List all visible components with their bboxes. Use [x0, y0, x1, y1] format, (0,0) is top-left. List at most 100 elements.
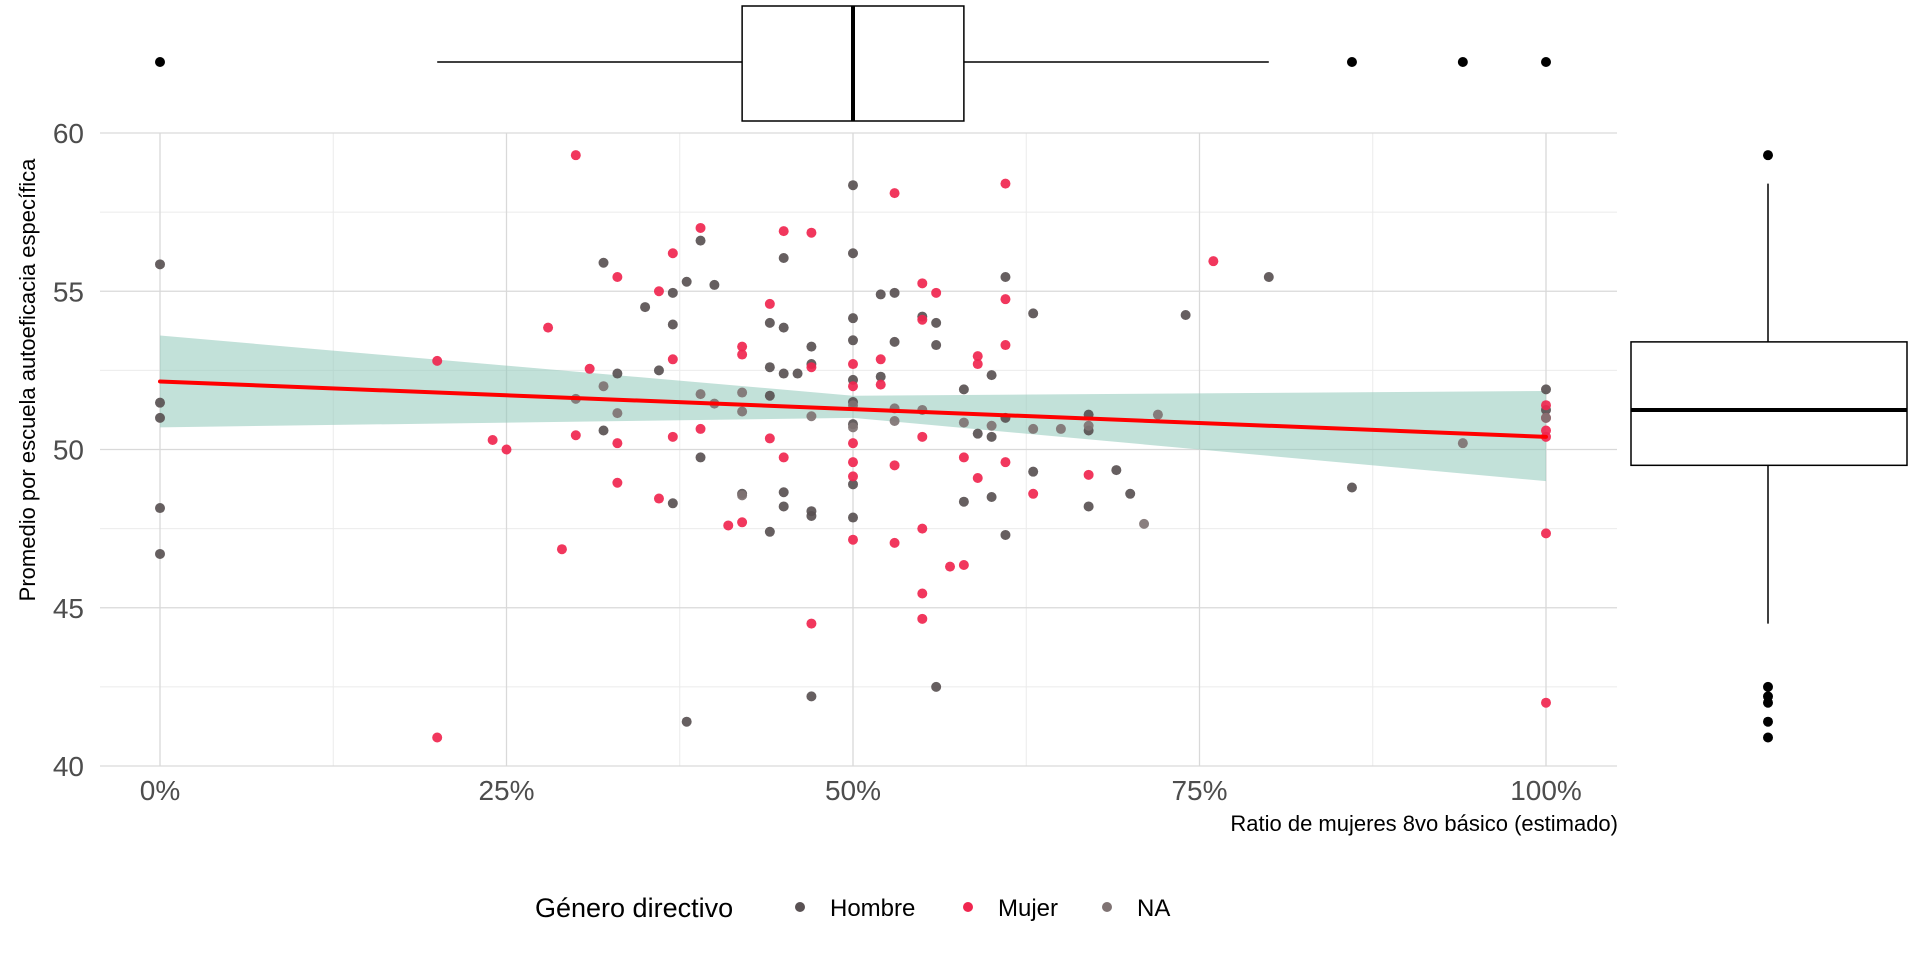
- data-point-hombre: [958, 384, 969, 395]
- data-point-hombre: [612, 368, 623, 379]
- data-point-hombre: [848, 335, 858, 346]
- data-point-mujer: [1000, 178, 1011, 189]
- data-point-hombre: [931, 681, 942, 692]
- data-point-na: [889, 416, 900, 427]
- data-point-na: [1541, 412, 1551, 423]
- x-tick-label: 0%: [140, 775, 180, 806]
- data-point-hombre: [1111, 465, 1122, 476]
- data-point-hombre: [889, 287, 900, 298]
- data-point-hombre: [1346, 482, 1357, 493]
- data-point-hombre: [764, 526, 775, 537]
- data-point-mujer: [806, 227, 817, 238]
- legend: Género directivo Hombre Mujer NA: [535, 893, 1170, 923]
- data-point-hombre: [681, 716, 692, 727]
- data-point-mujer: [737, 341, 748, 352]
- data-point-hombre: [764, 317, 775, 328]
- x-axis-title: Ratio de mujeres 8vo básico (estimado): [1230, 811, 1618, 836]
- data-point-mujer: [667, 431, 678, 442]
- data-point-mujer: [889, 537, 900, 548]
- data-point-mujer: [723, 520, 734, 531]
- data-point-hombre: [1000, 529, 1011, 540]
- data-point-mujer: [848, 438, 858, 449]
- data-point-hombre: [958, 496, 969, 507]
- data-point-mujer: [1000, 457, 1011, 468]
- data-point-hombre: [986, 431, 997, 442]
- data-point-na: [848, 422, 858, 433]
- data-point-mujer: [1000, 294, 1011, 305]
- data-point-hombre: [848, 248, 858, 259]
- data-point-mujer: [737, 349, 748, 360]
- data-point-mujer: [1208, 256, 1219, 267]
- data-points: [155, 150, 1551, 743]
- data-point-mujer: [695, 222, 706, 233]
- legend-key-hombre: [795, 902, 805, 912]
- data-point-na: [806, 411, 817, 422]
- x-boxplot-outlier: [155, 57, 165, 67]
- data-point-hombre: [792, 368, 803, 379]
- data-point-mujer: [432, 732, 443, 743]
- data-point-mujer: [764, 298, 775, 309]
- data-point-mujer: [1541, 697, 1551, 708]
- data-point-hombre: [667, 319, 678, 330]
- data-point-mujer: [1083, 469, 1094, 480]
- data-point-na: [1152, 409, 1163, 420]
- data-point-na: [1083, 420, 1094, 431]
- data-point-mujer: [875, 354, 886, 365]
- data-point-hombre: [1028, 466, 1039, 477]
- data-point-hombre: [155, 397, 165, 408]
- data-point-mujer: [695, 423, 706, 434]
- y-tick-label: 55: [53, 276, 84, 307]
- data-point-hombre: [155, 259, 165, 270]
- data-point-mujer: [764, 433, 775, 444]
- data-point-hombre: [986, 370, 997, 381]
- data-point-mujer: [612, 272, 623, 283]
- y-tick-label: 45: [53, 593, 84, 624]
- y-axis-title: Promedio por escuela autoeficacia especí…: [15, 158, 40, 601]
- legend-label-mujer: Mujer: [998, 895, 1058, 922]
- data-point-mujer: [1028, 488, 1039, 499]
- legend-label-hombre: Hombre: [830, 895, 915, 922]
- data-point-mujer: [931, 287, 942, 298]
- data-point-mujer: [584, 363, 595, 374]
- data-point-hombre: [653, 365, 664, 376]
- data-point-hombre: [1125, 488, 1136, 499]
- data-point-mujer: [972, 472, 983, 483]
- y-tick-label: 60: [53, 118, 84, 149]
- data-point-hombre: [778, 501, 789, 512]
- data-point-na: [737, 406, 748, 417]
- legend-key-mujer: [963, 902, 973, 912]
- data-point-hombre: [709, 279, 720, 290]
- data-point-mujer: [889, 460, 900, 471]
- data-point-mujer: [612, 438, 623, 449]
- data-point-mujer: [972, 359, 983, 370]
- data-point-mujer: [432, 355, 443, 366]
- data-point-hombre: [695, 452, 706, 463]
- data-point-hombre: [806, 510, 817, 521]
- regression-line: [158, 379, 1548, 439]
- data-point-hombre: [889, 336, 900, 347]
- data-point-mujer: [612, 477, 623, 488]
- data-point-hombre: [806, 341, 817, 352]
- x-tick-labels: 0% 25% 50% 75% 100%: [140, 775, 1582, 806]
- data-point-mujer: [1000, 340, 1011, 351]
- data-point-mujer: [667, 248, 678, 259]
- x-tick-label: 25%: [478, 775, 534, 806]
- data-point-hombre: [848, 180, 858, 191]
- data-point-mujer: [737, 517, 748, 528]
- data-point-hombre: [848, 479, 858, 490]
- data-point-hombre: [778, 253, 789, 264]
- data-point-mujer: [917, 523, 928, 534]
- data-point-mujer: [806, 618, 817, 629]
- data-point-mujer: [917, 278, 928, 289]
- y-boxplot-outlier: [1763, 697, 1773, 708]
- data-point-hombre: [875, 289, 886, 300]
- data-point-na: [1028, 423, 1039, 434]
- data-point-hombre: [1083, 501, 1094, 512]
- data-point-mujer: [570, 430, 581, 441]
- data-point-mujer: [917, 314, 928, 325]
- y-marginal-boxplot: [1630, 150, 1908, 743]
- y-tick-label: 50: [53, 435, 84, 466]
- data-point-mujer: [972, 351, 983, 362]
- data-point-hombre: [598, 257, 609, 268]
- data-point-na: [695, 389, 706, 400]
